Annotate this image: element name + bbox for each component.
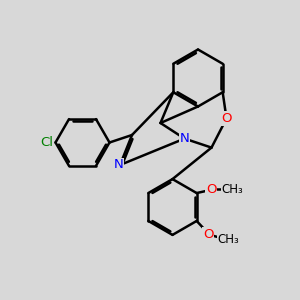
- Text: O: O: [206, 183, 216, 196]
- Text: N: N: [114, 158, 123, 172]
- Text: CH₃: CH₃: [218, 233, 239, 246]
- Text: CH₃: CH₃: [222, 183, 244, 196]
- Text: O: O: [203, 228, 213, 241]
- Text: O: O: [221, 112, 232, 125]
- Text: N: N: [180, 132, 189, 145]
- Text: Cl: Cl: [40, 136, 53, 149]
